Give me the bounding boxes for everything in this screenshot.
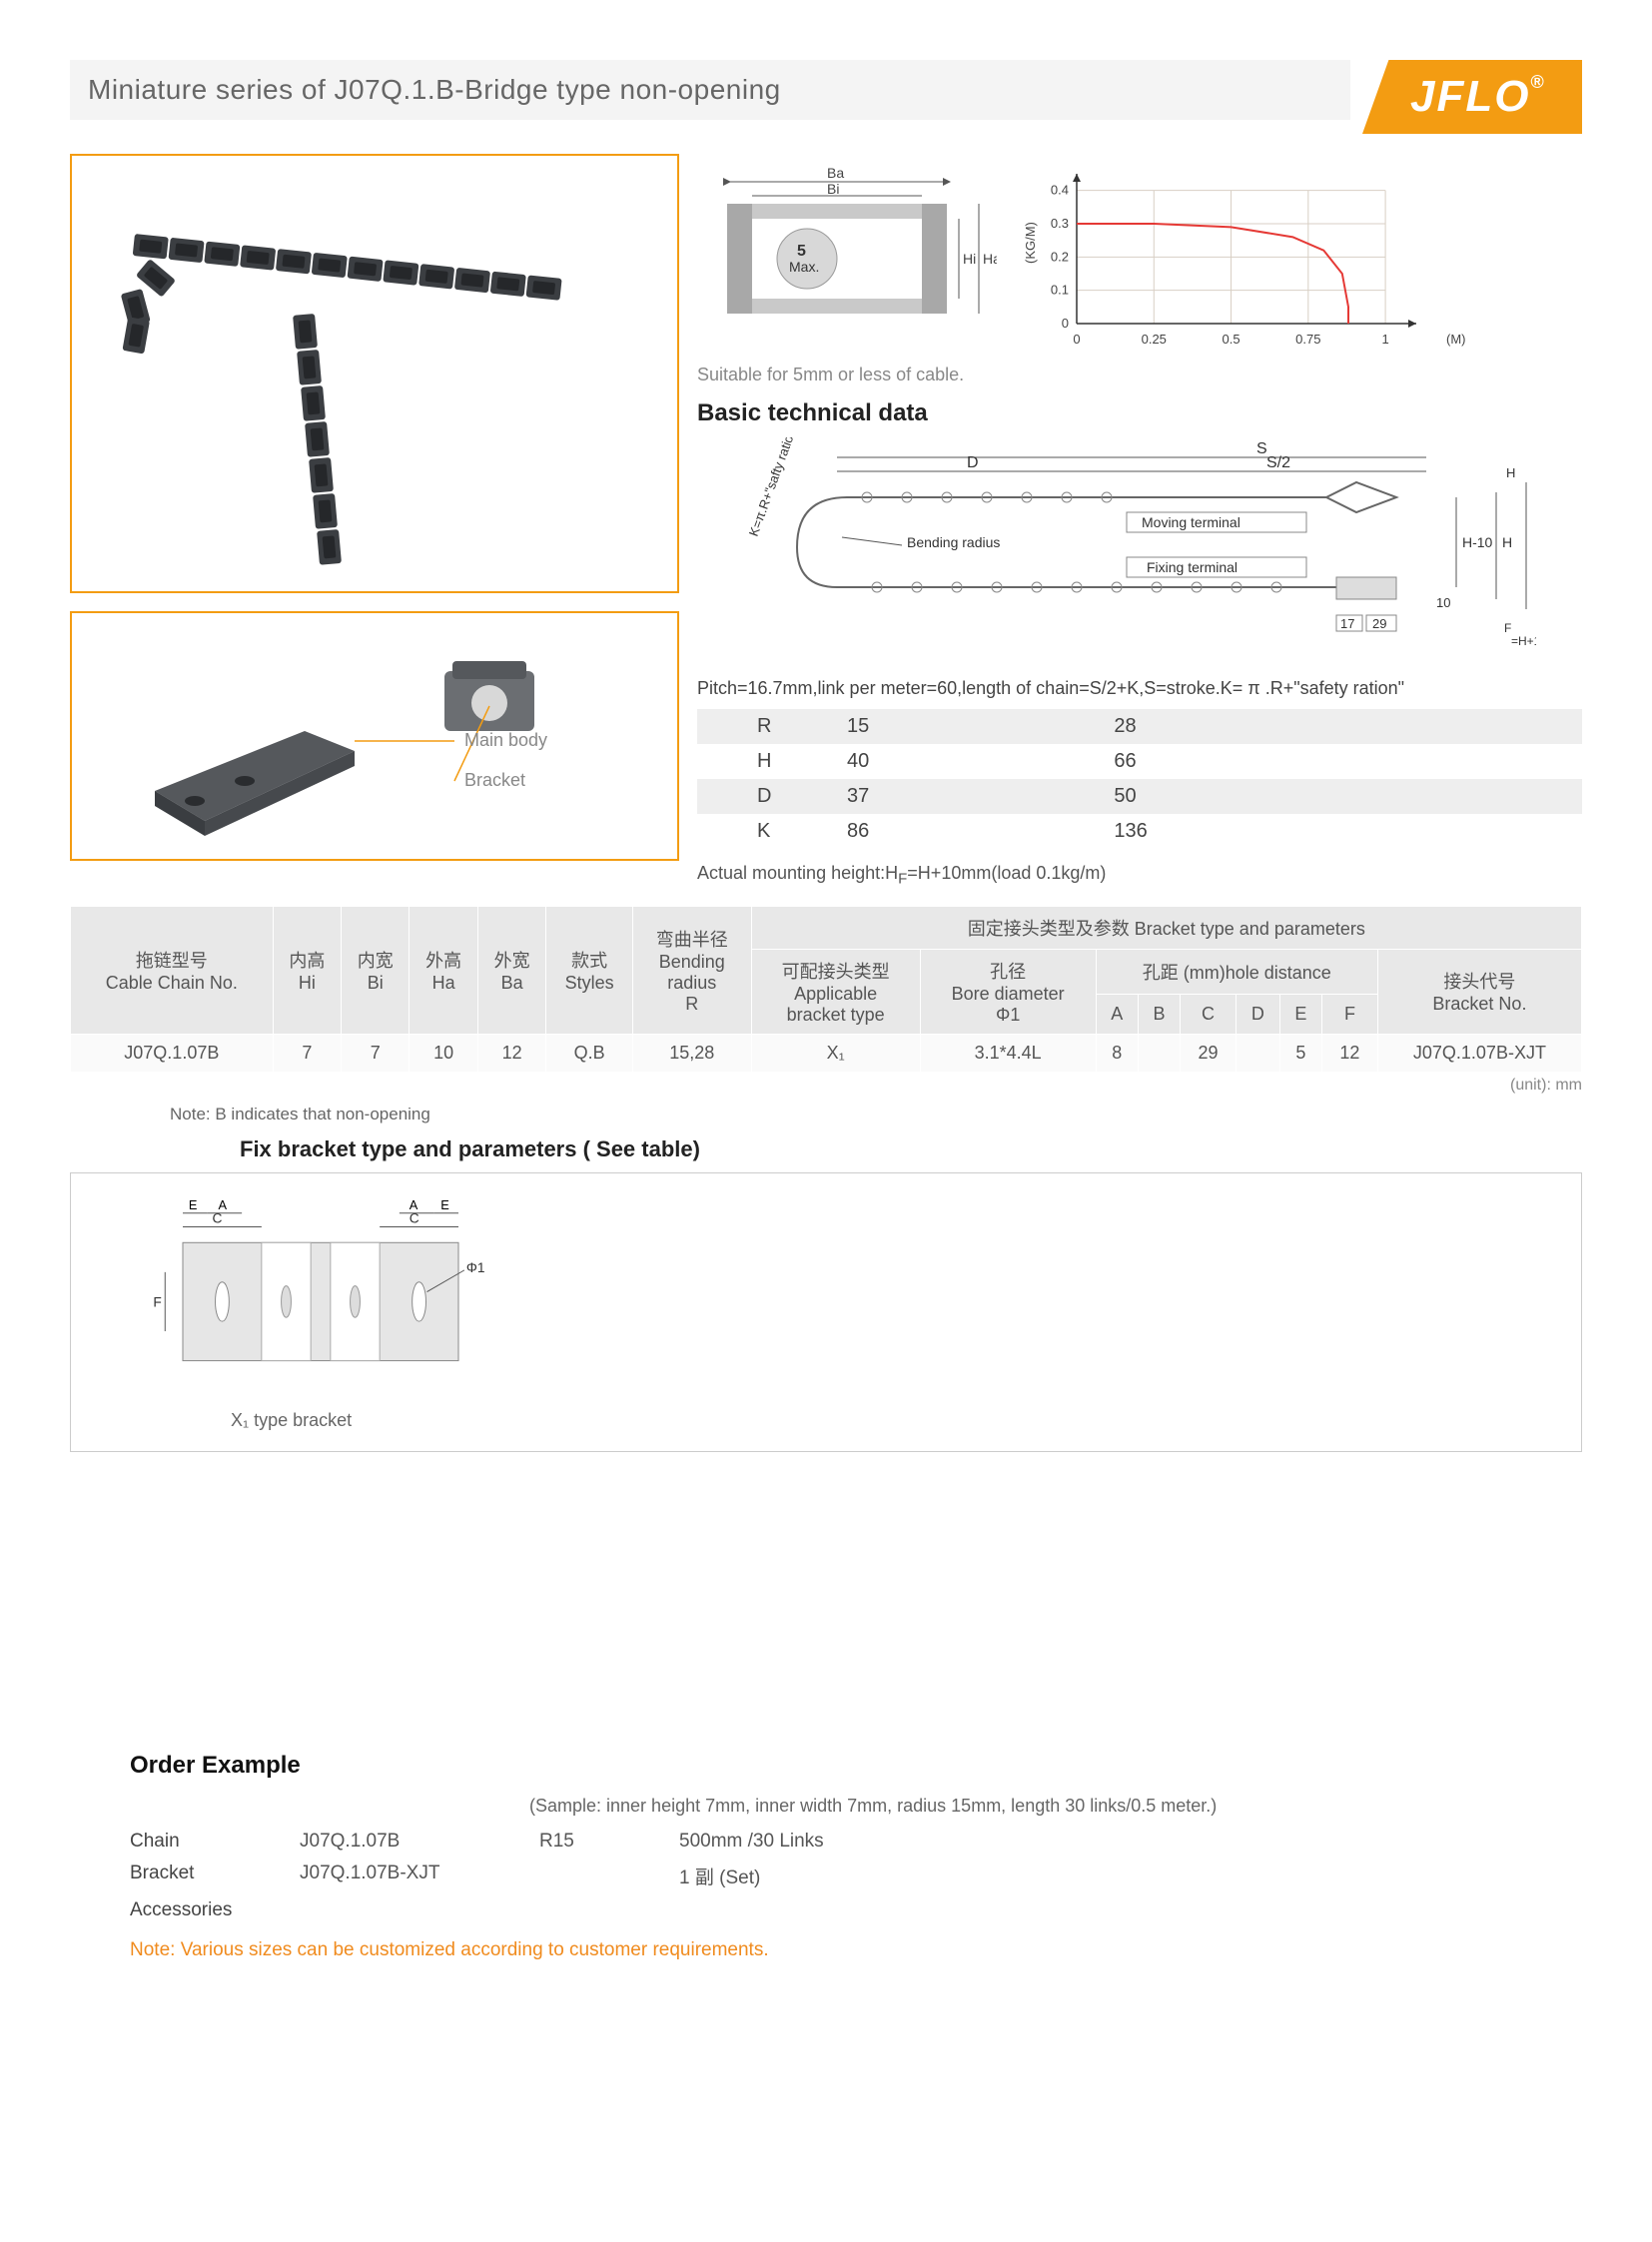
svg-text:E: E (440, 1196, 449, 1211)
svg-text:S/2: S/2 (1266, 454, 1290, 471)
svg-text:Bi: Bi (827, 181, 839, 197)
load-chart: 0 0.25 0.5 0.75 1 0 0.1 0.2 0.3 0.4 (KG/M) (M) (1017, 154, 1582, 385)
svg-text:Bending radius: Bending radius (907, 534, 1000, 550)
svg-text:0.5: 0.5 (1223, 332, 1240, 347)
svg-text:0.2: 0.2 (1051, 249, 1069, 264)
svg-text:E: E (189, 1196, 198, 1211)
svg-text:F: F (153, 1294, 161, 1309)
parts-box: Main body Bracket (70, 611, 679, 861)
svg-text:(KG/M): (KG/M) (1023, 222, 1038, 264)
mounting-note: Actual mounting height:HF=H+10mm(load 0.… (697, 863, 1582, 888)
svg-text:Ba: Ba (827, 165, 844, 181)
svg-text:0: 0 (1073, 332, 1080, 347)
tech-data-title: Basic technical data (697, 399, 1582, 427)
svg-text:D: D (967, 454, 979, 471)
svg-text:F: F (1504, 621, 1511, 635)
header: Miniature series of J07Q.1.B-Bridge type… (70, 60, 1582, 134)
unit-note: (unit): mm (70, 1077, 1582, 1095)
svg-text:H: H (1502, 534, 1512, 550)
svg-text:0.3: 0.3 (1051, 216, 1069, 231)
bending-diagram: S D S/2 K=π.R+"safty ration" Bending rad… (697, 437, 1536, 657)
x1-bracket-diagram: C E A C A E F Φ1 (111, 1193, 530, 1400)
svg-text:0.4: 0.4 (1051, 183, 1069, 198)
bracket-diagram-box: C E A C A E F Φ1 X₁ type bracket (70, 1172, 1582, 1452)
fix-bracket-title: Fix bracket type and parameters ( See ta… (240, 1136, 1582, 1162)
svg-text:17: 17 (1340, 616, 1354, 631)
pitch-formula: Pitch=16.7mm,link per meter=60,length of… (697, 678, 1582, 699)
svg-text:0: 0 (1062, 316, 1069, 331)
spec-table: 拖链型号Cable Chain No. 内高Hi 内宽Bi 外高Ha 外宽Ba … (70, 906, 1582, 1073)
order-example-title: Order Example (130, 1752, 1582, 1780)
svg-text:Max.: Max. (789, 259, 819, 275)
svg-text:H: H (1506, 465, 1515, 480)
svg-text:Moving terminal: Moving terminal (1142, 514, 1240, 530)
svg-text:H-10: H-10 (1462, 534, 1493, 550)
left-column: Main body Bracket (70, 154, 679, 888)
cross-section-caption: Suitable for 5mm or less of cable. (697, 365, 997, 385)
table-row: J07Q.1.07B771012Q.B15,28X₁3.1*4.4L829512… (71, 1034, 1582, 1072)
svg-text:(M): (M) (1446, 332, 1466, 347)
svg-text:0.1: 0.1 (1051, 283, 1069, 298)
svg-text:10: 10 (1436, 595, 1450, 610)
rhdk-table: R1528H4066D3750K86136 (697, 709, 1582, 849)
svg-text:Φ1: Φ1 (466, 1259, 485, 1274)
svg-text:Hi: Hi (963, 251, 976, 267)
right-column: 5 Max. Ba Bi Hi Ha Suitable for 5mm or l… (697, 154, 1582, 888)
chain-illustration (95, 174, 654, 573)
cross-section-diagram: 5 Max. Ba Bi Hi Ha Suitable for 5mm or l… (697, 154, 997, 385)
bracket-caption: X₁ type bracket (231, 1410, 352, 1431)
svg-text:0.25: 0.25 (1142, 332, 1167, 347)
svg-text:29: 29 (1372, 616, 1386, 631)
brand-logo: JFLO® (1362, 60, 1582, 134)
parts-illustration: Main body Bracket (95, 631, 654, 841)
svg-text:Ha: Ha (983, 251, 997, 267)
order-grid: ChainJ07Q.1.07BR15500mm /30 LinksBracket… (130, 1831, 1582, 1921)
bracket-label: Bracket (464, 770, 525, 790)
product-photo-box (70, 154, 679, 593)
page-title: Miniature series of J07Q.1.B-Bridge type… (70, 60, 1350, 120)
svg-text:K=π.R+"safty ration": K=π.R+"safty ration" (746, 437, 801, 538)
customization-note: Note: Various sizes can be customized ac… (130, 1939, 1582, 1961)
logo-wrap: JFLO® (1362, 60, 1582, 134)
main-body-label: Main body (464, 730, 547, 750)
svg-text:5: 5 (797, 243, 806, 260)
svg-text:A: A (218, 1196, 227, 1211)
svg-text:=H+10: =H+10 (1511, 634, 1536, 648)
svg-text:0.75: 0.75 (1295, 332, 1320, 347)
top-grid: Main body Bracket 5 Max. Ba (70, 154, 1582, 888)
svg-text:Fixing terminal: Fixing terminal (1147, 559, 1238, 575)
table-note: Note: B indicates that non-opening (170, 1105, 1582, 1124)
order-sample-note: (Sample: inner height 7mm, inner width 7… (529, 1796, 1582, 1817)
svg-text:1: 1 (1381, 332, 1388, 347)
svg-text:A: A (410, 1196, 418, 1211)
